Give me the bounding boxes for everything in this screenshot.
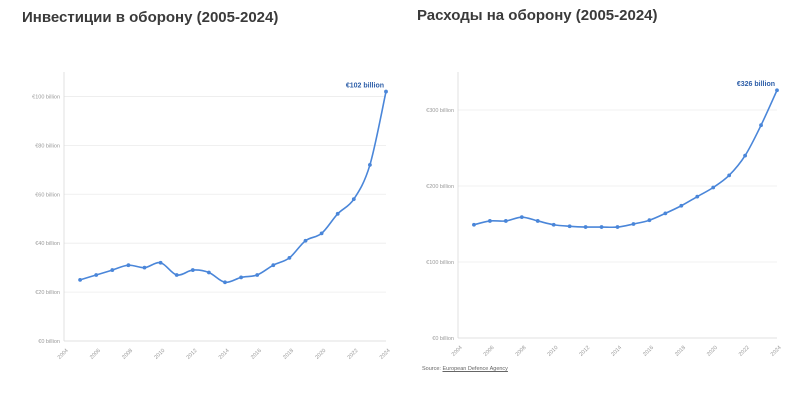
investment-x-tick-label: 2020 bbox=[314, 348, 327, 361]
investment-data-point bbox=[335, 211, 340, 216]
spending-data-point bbox=[551, 222, 556, 227]
spending-data-point bbox=[519, 215, 524, 220]
spending-x-tick-label: 2016 bbox=[642, 345, 655, 358]
spending-data-point bbox=[503, 219, 508, 223]
investment-x-tick-label: 2016 bbox=[250, 348, 263, 361]
spending-data-point bbox=[583, 225, 588, 229]
investment-chart-title: Инвестиции в оборону (2005-2024) bbox=[22, 9, 279, 26]
spending-data-point bbox=[567, 224, 572, 229]
spending-data-point bbox=[775, 88, 779, 93]
spending-x-tick-label: 2022 bbox=[738, 345, 751, 358]
spending-x-tick-label: 2020 bbox=[706, 345, 719, 358]
investment-y-tick-label: €20 billion bbox=[35, 290, 60, 296]
investment-data-point bbox=[142, 265, 147, 270]
spending-x-tick-label: 2018 bbox=[674, 345, 687, 358]
investment-data-point bbox=[271, 263, 276, 268]
investment-y-tick-label: €60 billion bbox=[35, 192, 60, 198]
spending-x-tick-label: 2012 bbox=[578, 345, 591, 358]
investment-data-point bbox=[158, 260, 163, 265]
spending-x-tick-label: 2010 bbox=[547, 345, 560, 358]
spending-x-tick-label: 2008 bbox=[515, 345, 528, 358]
spending-y-tick-label: €100 billion bbox=[426, 260, 454, 266]
investment-data-point bbox=[207, 270, 211, 275]
investment-data-point bbox=[78, 277, 82, 282]
spending-y-tick-label: €300 billion bbox=[426, 108, 454, 114]
investment-data-point bbox=[255, 273, 260, 277]
investment-x-tick-label: 2010 bbox=[153, 348, 166, 361]
spending-data-point bbox=[727, 173, 732, 178]
spending-x-tick-label: 2014 bbox=[610, 345, 623, 358]
spending-data-point bbox=[535, 219, 540, 223]
investment-data-point bbox=[126, 263, 131, 268]
spending-line-chart: €0 billion €100 billion €200 billion €300 b… bbox=[426, 72, 783, 358]
spending-data-point bbox=[743, 153, 747, 158]
investment-data-point bbox=[368, 163, 372, 167]
spending-data-point bbox=[647, 218, 652, 223]
spending-data-point bbox=[488, 219, 492, 223]
source-prefix: Source: bbox=[422, 366, 441, 372]
investment-y-tick-label: €0 billion bbox=[38, 339, 60, 345]
investment-data-point bbox=[110, 268, 115, 272]
investment-y-tick-label: €80 billion bbox=[35, 143, 60, 149]
spending-x-tick-label: 2004 bbox=[451, 345, 464, 358]
investment-data-point bbox=[384, 89, 388, 94]
investment-chart-panel: €0 billion €20 billion €40 billion €60 bill… bbox=[22, 9, 392, 361]
spending-chart-panel: €0 billion €100 billion €200 billion €300 b… bbox=[400, 0, 800, 416]
investment-data-point bbox=[287, 255, 292, 260]
investment-data-point bbox=[94, 273, 99, 277]
investment-x-tick-label: 2004 bbox=[57, 348, 70, 361]
spending-data-point bbox=[759, 123, 763, 128]
source-link[interactable]: European Defence Agency bbox=[442, 366, 508, 372]
investment-y-tick-label: €100 billion bbox=[32, 94, 60, 100]
investment-x-tick-label: 2018 bbox=[282, 348, 295, 361]
investment-line-chart: €0 billion €20 billion €40 billion €60 bill… bbox=[32, 72, 392, 361]
source-note: Source: European Defence Agency bbox=[422, 366, 508, 372]
spending-data-point bbox=[679, 203, 684, 208]
spending-data-point bbox=[663, 211, 668, 216]
spending-x-tick-label: 2024 bbox=[770, 345, 783, 358]
investment-data-point bbox=[239, 275, 244, 280]
spending-x-tick-label: 2006 bbox=[483, 345, 496, 358]
spending-data-point bbox=[711, 185, 716, 190]
investment-x-tick-label: 2006 bbox=[89, 348, 102, 361]
investment-x-tick-label: 2008 bbox=[121, 348, 134, 361]
investment-data-point bbox=[351, 197, 356, 202]
investment-data-point bbox=[303, 238, 308, 243]
investment-data-point bbox=[223, 280, 227, 285]
spending-chart-title: Расходы на оборону (2005-2024) bbox=[417, 7, 658, 24]
investment-x-tick-label: 2012 bbox=[186, 348, 199, 361]
spending-y-tick-label: €200 billion bbox=[426, 184, 454, 190]
investment-series-line bbox=[79, 91, 387, 284]
investment-end-value-annotation: €102 billion bbox=[346, 83, 384, 90]
investment-data-point bbox=[174, 273, 179, 277]
spending-data-point bbox=[695, 194, 700, 199]
spending-series-line bbox=[473, 89, 778, 229]
investment-x-tick-label: 2024 bbox=[379, 348, 392, 361]
spending-data-point bbox=[615, 225, 620, 229]
investment-x-tick-label: 2022 bbox=[347, 348, 360, 361]
investment-data-point bbox=[190, 268, 195, 272]
spending-end-value-annotation: €326 billion bbox=[737, 81, 775, 88]
spending-data-point bbox=[631, 222, 636, 226]
investment-data-point bbox=[319, 231, 324, 236]
spending-y-tick-label: €0 billion bbox=[432, 336, 454, 342]
spending-data-point bbox=[472, 222, 476, 227]
spending-data-point bbox=[599, 225, 604, 229]
investment-x-tick-label: 2014 bbox=[218, 348, 231, 361]
investment-y-tick-label: €40 billion bbox=[35, 241, 60, 247]
